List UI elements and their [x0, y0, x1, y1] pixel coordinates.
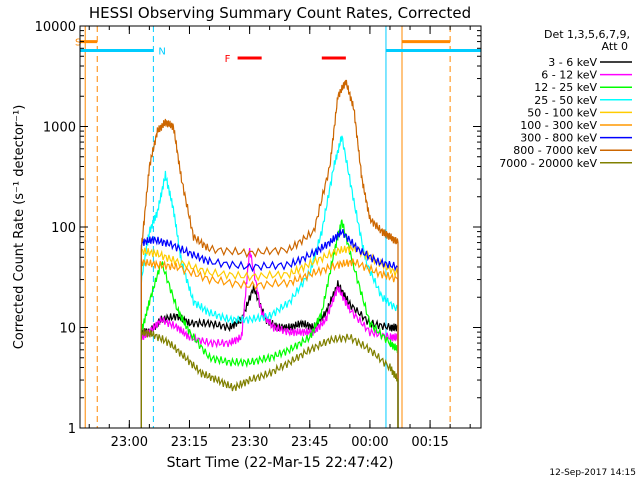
- series-line: [140, 135, 399, 428]
- y-tick-label: 1: [68, 422, 76, 437]
- series-line: [140, 79, 399, 428]
- legend-entry-label: 3 - 6 keV: [548, 56, 597, 69]
- overlay-layer: S N F: [75, 26, 481, 428]
- flare-label: F: [225, 54, 231, 65]
- series-line: [140, 243, 399, 428]
- legend-title: Det 1,3,5,6,7,9,: [544, 28, 630, 41]
- legend-entry-label: 800 - 7000 keV: [513, 144, 597, 157]
- series-line: [140, 229, 399, 428]
- x-tick-label: 00:15: [411, 435, 448, 450]
- series-line: [140, 258, 399, 428]
- legend-entry-label: 7000 - 20000 keV: [499, 157, 597, 170]
- saa-label: S: [75, 38, 81, 49]
- legend-entry-label: 100 - 300 keV: [520, 119, 597, 132]
- axes-layer: 1 10 100 1000 10000 23:00 23:15 23:30 23:45 00:00…: [35, 20, 481, 450]
- x-axis-label: Start Time (22-Mar-15 22:47:42): [167, 455, 394, 471]
- x-tick-label: 23:30: [231, 435, 268, 450]
- legend-entry-label: 300 - 800 keV: [520, 132, 597, 145]
- legend-entry-label: 50 - 100 keV: [527, 106, 597, 119]
- y-tick-label: 10: [59, 322, 76, 337]
- series-line: [140, 219, 399, 428]
- legend-entry-label: 25 - 50 keV: [534, 94, 597, 107]
- x-tick-label: 23:15: [171, 435, 208, 450]
- timestamp-label: 12-Sep-2017 14:15: [549, 468, 636, 478]
- x-tick-label: 23:00: [111, 435, 148, 450]
- series-line: [140, 247, 399, 428]
- series-line: [140, 328, 399, 428]
- legend-subtitle: Att 0: [602, 40, 628, 53]
- night-label: N: [158, 47, 165, 58]
- series-layer: [140, 79, 399, 428]
- y-tick-label: 1000: [43, 121, 76, 136]
- y-tick-label: 10000: [35, 20, 76, 35]
- x-tick-label: 23:45: [291, 435, 328, 450]
- legend-entry-label: 6 - 12 keV: [541, 69, 597, 82]
- chart-title: HESSI Observing Summary Count Rates, Cor…: [89, 4, 471, 22]
- y-axis-label: Corrected Count Rate (s⁻¹ detector⁻¹): [12, 105, 27, 350]
- y-tick-label: 100: [51, 221, 76, 236]
- legend-entry-label: 12 - 25 keV: [534, 81, 597, 94]
- x-tick-label: 00:00: [351, 435, 388, 450]
